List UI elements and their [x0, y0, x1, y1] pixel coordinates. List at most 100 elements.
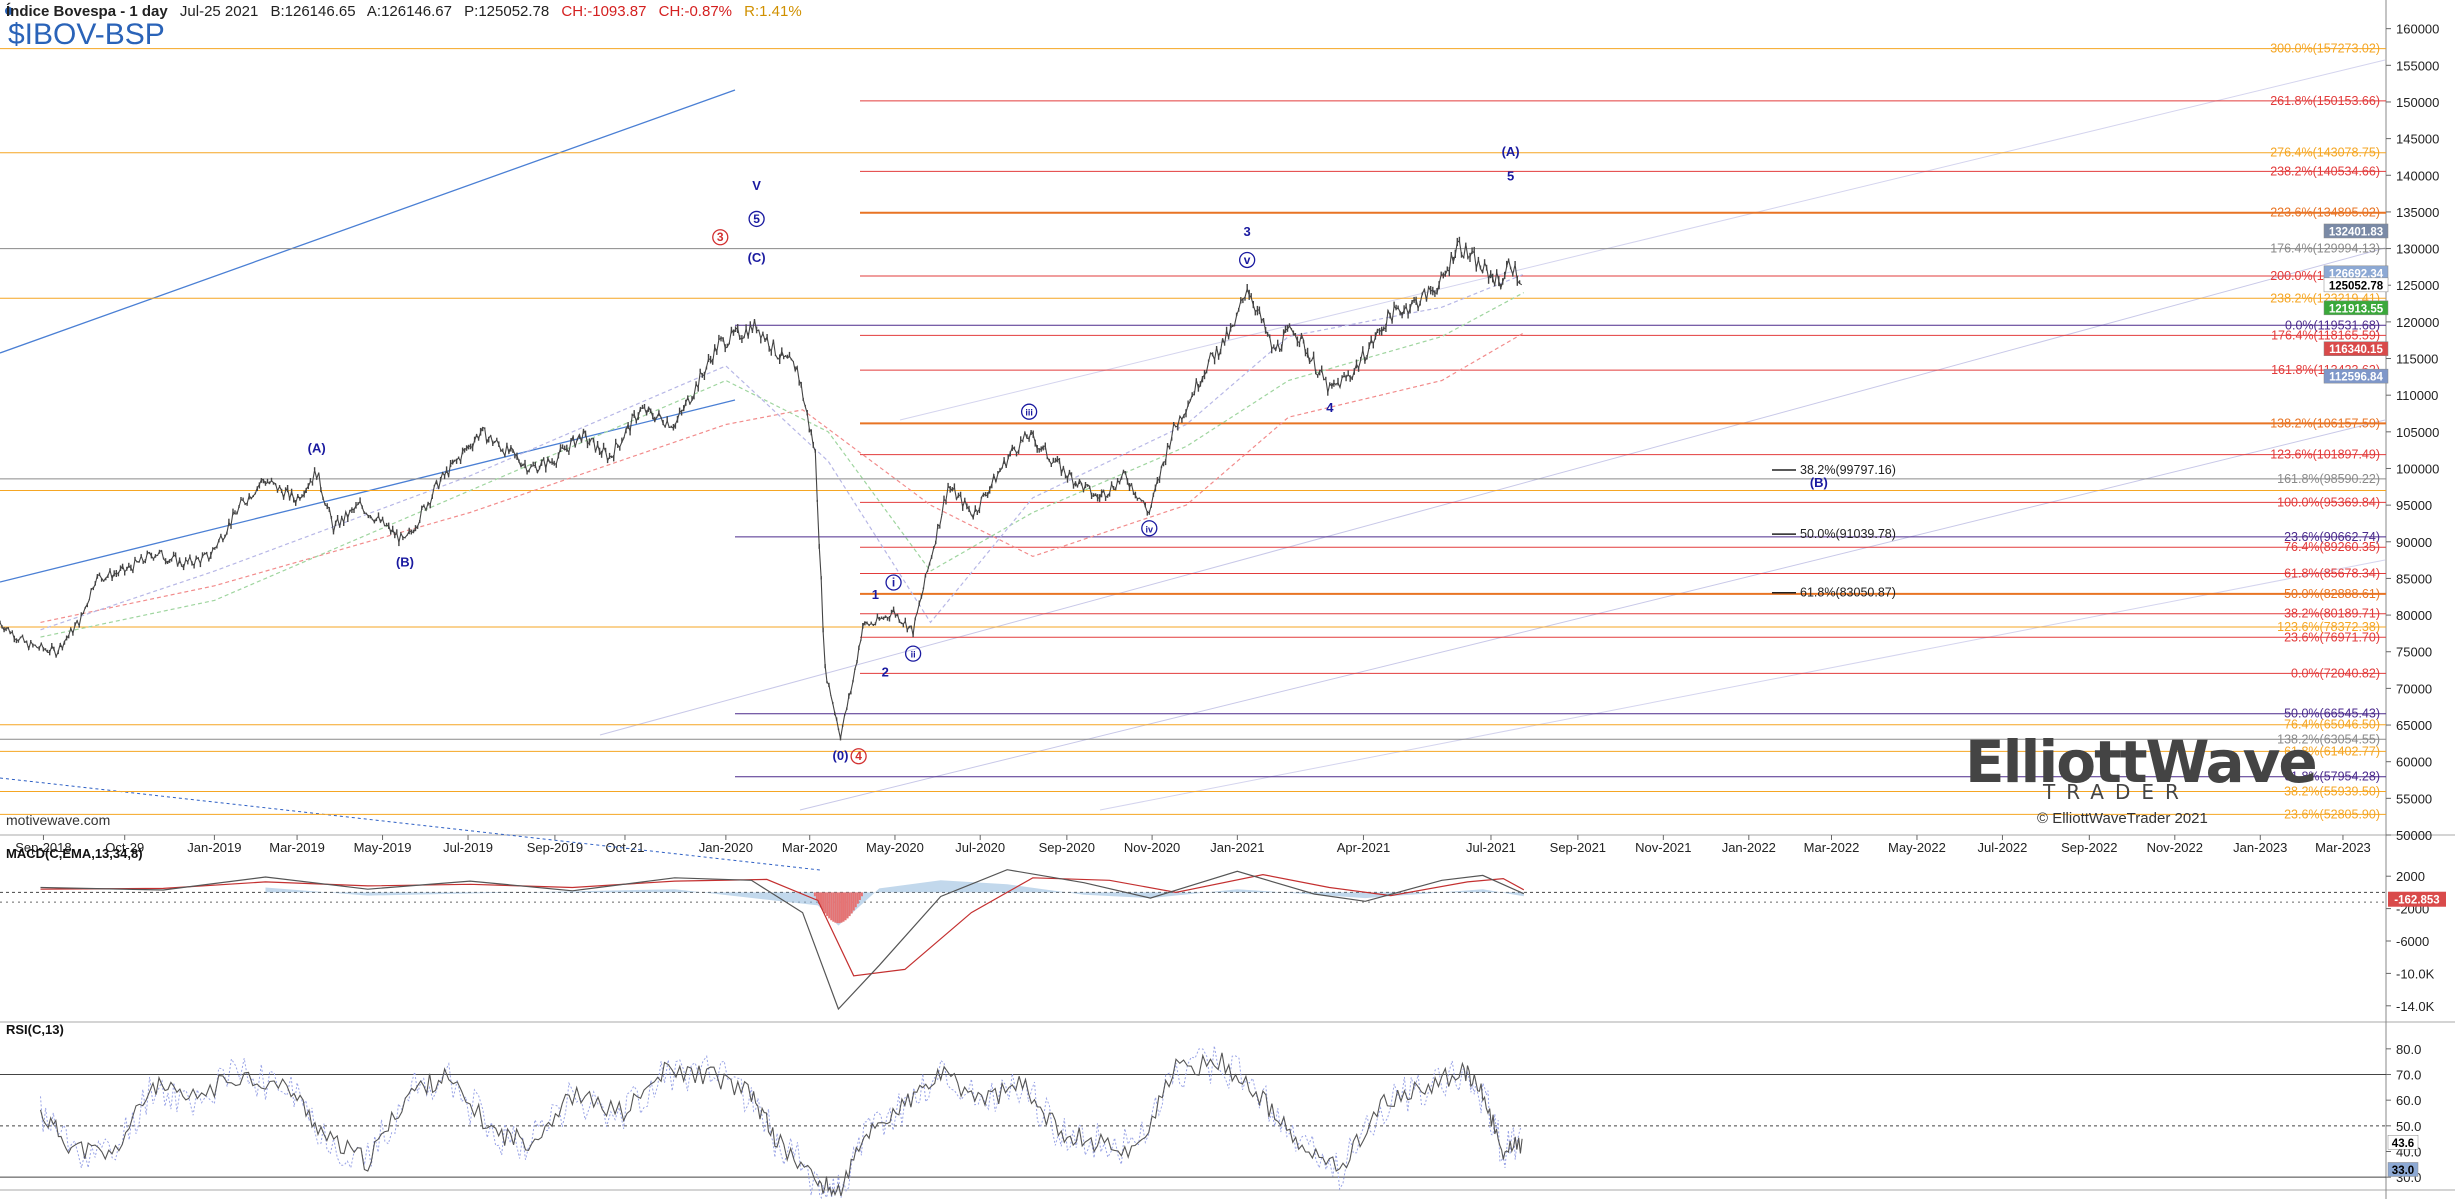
price-y-tick-label: 120000	[2396, 315, 2439, 330]
price-tag-box	[2323, 341, 2389, 356]
price-y-tick-label: 55000	[2396, 791, 2432, 806]
rsi-y-tick-label: 50.0	[2396, 1119, 2421, 1134]
moving-average-line	[40, 273, 1525, 631]
wave-label-circle	[748, 210, 765, 228]
wave-label-circle	[850, 748, 867, 765]
projection-label: 38.2%(99797.16)	[1800, 463, 1896, 477]
fib-level-label: 76.4%(65046.50)	[2284, 718, 2380, 732]
price-y-tick-label: 70000	[2396, 681, 2432, 696]
wave-label: (A)	[1502, 144, 1520, 159]
x-tick-label: Jan-2019	[187, 840, 241, 855]
projection-label: 50.0%(91039.78)	[1800, 527, 1896, 541]
macd-value-label: -162.853	[2394, 895, 2439, 907]
wave-label: ii	[911, 650, 916, 660]
faint-channel-line	[799, 419, 2386, 811]
wave-label: 4	[855, 749, 862, 763]
rsi-title: RSI(C,13)	[6, 1022, 64, 1037]
fib-level-label: 50.0%(82888.61)	[2284, 587, 2380, 601]
wave-label: (B)	[1810, 475, 1828, 490]
x-tick-label: Sep-2022	[2061, 840, 2117, 855]
wave-label: 5	[753, 212, 760, 226]
wave-label: 3	[1244, 224, 1251, 239]
fib-level-label: 38.2%(55939.50)	[2284, 784, 2380, 798]
wave-label: 4	[1326, 400, 1334, 415]
header-price: P:125052.78	[464, 3, 550, 20]
fib-level-label: 23.6%(76971.70)	[2284, 630, 2380, 644]
wave-label-circle	[1239, 251, 1256, 269]
rsi-y-tick-label: 80.0	[2396, 1042, 2421, 1057]
fib-level-label: 0.0%(119531.68)	[2285, 318, 2380, 332]
price-tag-box	[2323, 277, 2389, 293]
price-y-tick-label: 150000	[2396, 95, 2439, 110]
wave-label: V	[752, 178, 761, 193]
macd-y-tick-label: -6000	[2396, 934, 2429, 949]
price-tag-label: 132401.83	[2329, 226, 2383, 238]
x-tick-label: Jul-2019	[443, 840, 493, 855]
wave-label: iv	[1146, 524, 1154, 534]
wave-label: 1	[872, 587, 879, 602]
header-bid: B:126146.65	[270, 3, 356, 20]
x-tick-label: Mar-2020	[782, 840, 838, 855]
fib-level-label: 176.4%(118165.59)	[2271, 328, 2380, 342]
fib-level-label: 38.2%(80189.71)	[2284, 607, 2380, 621]
symbol-label: $IBOV-BSP	[8, 18, 165, 51]
macd-y-tick-label: -14.0K	[2396, 999, 2435, 1014]
x-tick-label: Sep-2020	[1039, 840, 1095, 855]
fib-level-label: 61.8%(57954.28)	[2284, 770, 2380, 784]
faint-channel-line	[899, 59, 2386, 421]
price-tag-label: 116340.15	[2329, 344, 2383, 356]
x-tick-label: Jul-2020	[955, 840, 1005, 855]
macd-signal-line	[40, 873, 1525, 977]
x-tick-label: Mar-2019	[269, 840, 325, 855]
rsi-value-label: 33.0	[2392, 1165, 2414, 1177]
fib-level-label: 176.4%(129994.13)	[2270, 242, 2380, 256]
x-tick-label: Nov-2022	[2147, 840, 2203, 855]
fib-level-label: 61.8%(61402.77)	[2284, 744, 2380, 758]
fib-level-label: 123.6%(78372.38)	[2277, 620, 2380, 634]
header-dot-icon	[5, 7, 13, 15]
projection-label: 61.8%(83050.87)	[1800, 586, 1896, 600]
fib-level-label: 138.2%(63054.55)	[2277, 732, 2380, 746]
x-tick-label: Sep-2018	[15, 840, 71, 855]
fib-level-label: 76.4%(89260.35)	[2284, 540, 2380, 554]
price-y-tick-label: 145000	[2396, 132, 2439, 147]
moving-average-line	[40, 332, 1525, 623]
wave-label: 3	[717, 230, 724, 244]
macd-histogram	[265, 880, 1524, 926]
macd-value-tag	[2388, 891, 2446, 907]
price-y-tick-label: 115000	[2396, 352, 2438, 367]
x-tick-label: Sep-2019	[527, 840, 583, 855]
header-range: R:1.41%	[744, 3, 802, 20]
faint-channel-line	[1099, 559, 2386, 811]
wave-label: v	[1244, 253, 1251, 267]
x-tick-label: Nov-2021	[1635, 840, 1691, 855]
macd-line	[40, 869, 1525, 1011]
fib-level-label: 138.2%(106157.59)	[2270, 416, 2380, 430]
wave-label: (C)	[748, 250, 766, 265]
elliottwave-logo: ElliottWave TRADER © ElliottWaveTrader 2…	[1965, 728, 2318, 830]
x-tick-label: May-2022	[1888, 840, 1946, 855]
moving-average-line	[40, 292, 1525, 638]
price-y-tick-label: 60000	[2396, 755, 2432, 770]
wave-label-circle	[712, 229, 729, 246]
rsi-secondary-line	[40, 1045, 1523, 1200]
header-title: Índice Bovespa - 1 day	[6, 3, 168, 20]
macd-title: MACD(C,EMA,13,34,8)	[6, 846, 143, 861]
x-tick-label: Oct-29	[105, 840, 144, 855]
fib-level-label: 261.8%(150153.66)	[2270, 94, 2380, 108]
x-tick-label: Jul-2021	[1466, 840, 1516, 855]
x-tick-label: Oct-21	[605, 840, 644, 855]
x-tick-label: Jan-2020	[699, 840, 753, 855]
fib-level-label: 161.8%(98590.22)	[2277, 472, 2380, 486]
watermark: motivewave.com	[6, 812, 111, 828]
header-change: CH:-1093.87	[561, 3, 647, 20]
price-tag-label: 125052.78	[2329, 280, 2384, 292]
wave-label-circle	[1141, 520, 1158, 537]
fib-level-label: 23.6%(90662.74)	[2284, 530, 2380, 544]
fib-level-label: 223.6%(134895.02)	[2270, 206, 2380, 220]
rsi-y-tick-label: 70.0	[2396, 1068, 2421, 1083]
x-tick-label: Nov-2020	[1124, 840, 1180, 855]
fib-level-label: 300.0%(157273.02)	[2270, 42, 2380, 56]
price-y-tick-label: 135000	[2396, 205, 2439, 220]
